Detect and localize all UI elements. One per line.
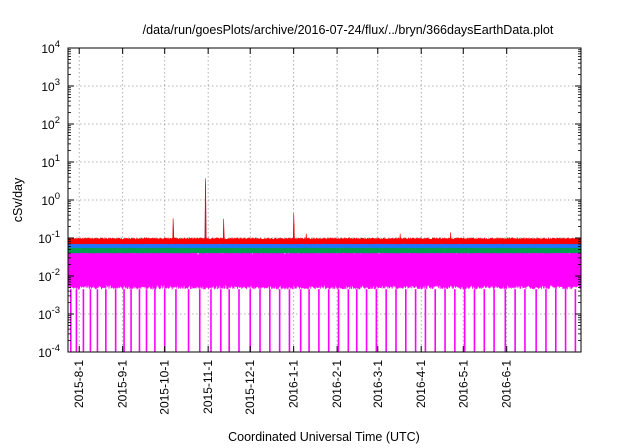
y-tick-label: 10-3 (38, 305, 60, 322)
x-tick-label: 2015-10-1 (158, 360, 172, 415)
y-tick-label: 104 (41, 39, 60, 56)
x-tick-label: 2016-4-1 (414, 360, 428, 408)
x-tick-label: 2016-6-1 (500, 360, 514, 408)
y-axis-label: cSv/day (11, 177, 25, 222)
x-tick-label: 2016-5-1 (456, 360, 470, 408)
x-tick-label: 2016-2-1 (330, 360, 344, 408)
y-tick-label: 10-4 (38, 343, 60, 360)
y-tick-label: 102 (41, 115, 60, 132)
x-tick-label: 2015-12-1 (243, 360, 257, 415)
y-tick-labels: 10-4 10-3 10-2 10-1 100 101 102 103 104 (38, 39, 60, 360)
axis-ticks (68, 47, 581, 353)
x-tick-label: 2015-8-1 (72, 360, 86, 408)
x-tick-label: 2016-1-1 (287, 360, 301, 408)
y-tick-label: 10-1 (38, 229, 60, 246)
y-tick-label: 100 (41, 191, 60, 208)
x-tick-labels: 2015-8-1 2015-9-1 2015-10-1 2015-11-1 2015-1… (72, 360, 514, 415)
x-tick-label: 2015-9-1 (116, 360, 130, 408)
x-axis-label: Coordinated Universal Time (UTC) (228, 430, 420, 444)
chart-title: /data/run/goesPlots/archive/2016-07-24/f… (143, 23, 554, 37)
x-tick-label: 2016-3-1 (371, 360, 385, 408)
x-tick-label: 2015-11-1 (201, 360, 215, 414)
y-tick-label: 10-2 (38, 267, 60, 284)
y-tick-label: 103 (41, 77, 60, 94)
y-tick-label: 101 (41, 153, 60, 170)
